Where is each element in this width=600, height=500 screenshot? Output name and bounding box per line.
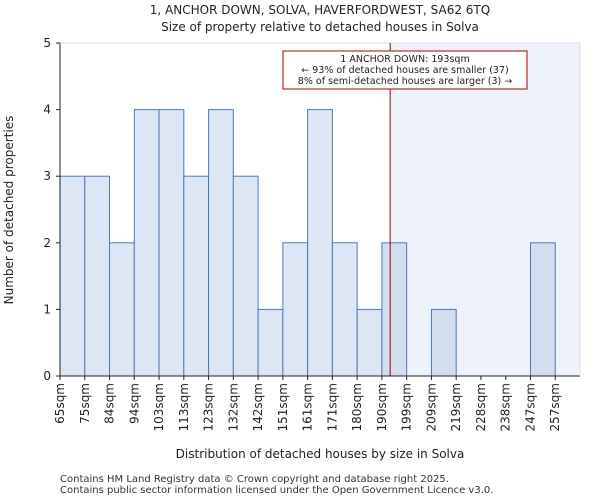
bar (257, 308, 284, 377)
x-tick-label: 103sqm (152, 383, 166, 431)
chart-title: 1, ANCHOR DOWN, SOLVA, HAVERFORDWEST, SA… (150, 3, 490, 17)
x-axis-label: Distribution of detached houses by size … (176, 447, 465, 461)
y-tick-label: 2 (43, 236, 51, 250)
x-tick-label: 94sqm (127, 383, 141, 424)
x-tick-label: 209sqm (424, 383, 438, 431)
bar (158, 109, 185, 377)
bar (356, 308, 383, 377)
bar (84, 175, 111, 377)
bar (133, 109, 160, 377)
x-tick-label: 228sqm (474, 383, 488, 431)
x-tick-label: 190sqm (375, 383, 389, 431)
y-tick-label: 1 (43, 302, 51, 316)
x-tick-label: 123sqm (202, 383, 216, 431)
x-tick-label: 247sqm (523, 383, 537, 431)
annotation-box (282, 50, 528, 90)
bar (282, 242, 309, 377)
bar (529, 242, 556, 377)
x-tick-label: 132sqm (226, 383, 240, 431)
x-tick-label: 113sqm (177, 383, 191, 431)
x-tick-label: 65sqm (53, 383, 67, 424)
bar (331, 242, 358, 377)
bar (232, 175, 259, 377)
x-tick-label: 161sqm (301, 383, 315, 431)
x-tick-label: 151sqm (276, 383, 290, 431)
x-tick-label: 171sqm (325, 383, 339, 431)
x-tick-label: 238sqm (499, 383, 513, 431)
footer-licence: Contains public sector information licen… (60, 485, 494, 496)
x-tick-label: 142sqm (251, 383, 265, 431)
x-tick-label: 180sqm (350, 383, 364, 431)
annotation-line: 8% of semi-detached houses are larger (3… (298, 76, 512, 87)
bar (183, 175, 210, 377)
x-tick-label: 84sqm (103, 383, 117, 424)
bar (381, 242, 408, 377)
annotation-line: 1 ANCHOR DOWN: 193sqm (340, 54, 469, 65)
x-tick-label: 75sqm (78, 383, 92, 424)
footer-copyright: Contains HM Land Registry data © Crown c… (60, 474, 449, 485)
y-tick-label: 4 (43, 103, 51, 117)
x-tick-label: 257sqm (548, 383, 562, 431)
x-tick-label: 219sqm (449, 383, 463, 431)
y-tick-label: 3 (43, 169, 51, 183)
x-tick-label: 199sqm (400, 383, 414, 431)
bar (109, 242, 135, 377)
y-tick-label: 5 (43, 36, 51, 50)
plot-area: 0 1 2 3 4 5 65sqm 75sqm 84sqm 94sqm 103sqm 113sqm 12… (43, 36, 581, 431)
y-tick-label: 0 (43, 369, 51, 383)
bar (208, 109, 234, 377)
chart-subtitle: Size of property relative to detached ho… (161, 20, 479, 34)
bar (430, 308, 457, 377)
bar (307, 109, 333, 377)
bar (59, 175, 86, 377)
annotation-line: ← 93% of detached houses are smaller (37… (301, 65, 508, 76)
y-axis-label: Number of detached properties (2, 116, 16, 305)
